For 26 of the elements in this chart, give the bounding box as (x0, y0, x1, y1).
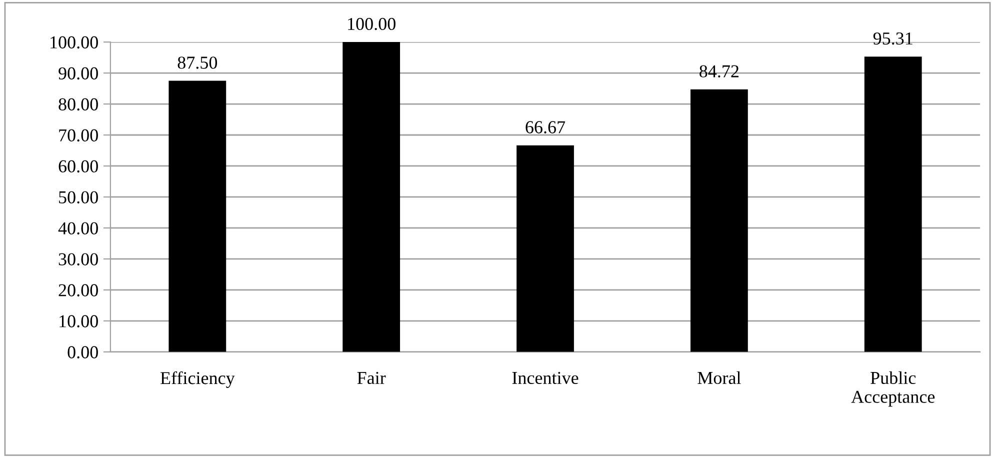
bar (168, 80, 226, 352)
x-tick-label: Efficiency (160, 371, 235, 388)
data-label: 100.00 (348, 18, 396, 30)
y-tick-label: 10.00 (60, 315, 98, 328)
bar (690, 89, 748, 352)
y-tick-label: 60.00 (58, 160, 98, 173)
data-label: 87.50 (178, 56, 218, 69)
x-tick-label: Incentive (512, 372, 578, 384)
bar (342, 42, 400, 352)
y-tick-label: 30.00 (58, 253, 98, 266)
y-tick-label: 20.00 (58, 284, 98, 296)
y-tick-label: 50.00 (59, 191, 98, 204)
x-tick-label: Fair (357, 372, 386, 384)
y-tick-label: 0.00 (68, 346, 98, 358)
data-label: 84.72 (700, 65, 739, 78)
y-tick-label: 70.00 (59, 129, 98, 142)
x-tick-label: Public Acceptance (851, 371, 935, 407)
y-tick-label: 80.00 (58, 98, 98, 111)
y-tick-label: 90.00 (58, 67, 98, 80)
bar (516, 145, 574, 352)
x-tick-label: Moral (698, 371, 741, 384)
data-label: 66.67 (526, 121, 566, 134)
y-tick-label: 40.00 (58, 222, 98, 234)
data-label: 95.31 (873, 32, 912, 45)
y-tick-label: 100.00 (50, 36, 98, 49)
bar (864, 56, 922, 352)
